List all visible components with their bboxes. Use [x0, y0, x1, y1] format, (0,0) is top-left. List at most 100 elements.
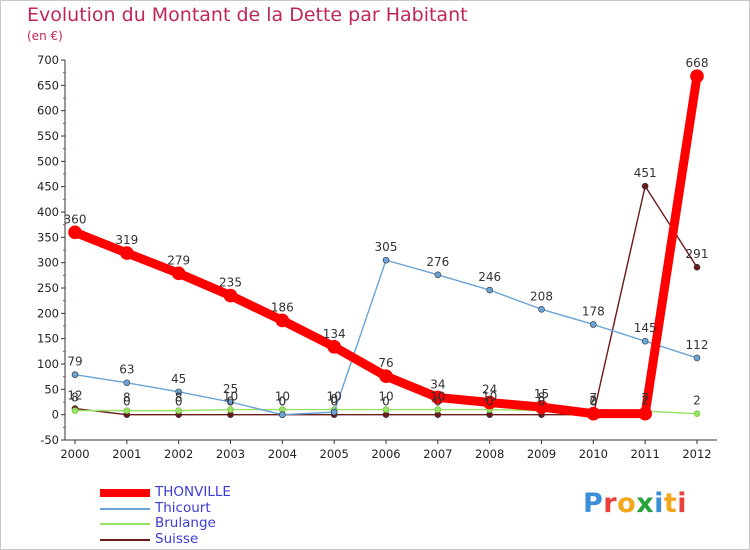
- legend-label: Suisse: [155, 530, 199, 547]
- thonville-point: [120, 246, 134, 260]
- brulange-data-label: 2: [693, 394, 701, 408]
- suisse-data-label: 0: [227, 395, 235, 409]
- x-tick-label: 2000: [60, 447, 89, 461]
- brulange-point: [693, 410, 701, 417]
- x-tick-label: 2007: [423, 447, 452, 461]
- legend-swatch: [100, 538, 150, 541]
- thicourt-point: [693, 354, 701, 362]
- y-tick-label: 600: [37, 104, 59, 118]
- legend-label: THONVILLE: [155, 484, 231, 500]
- thicourt-point: [227, 398, 234, 406]
- logo-letter: i: [677, 488, 688, 519]
- thicourt-point: [434, 271, 442, 279]
- y-tick-label: 700: [37, 53, 59, 67]
- thicourt-point: [71, 371, 79, 378]
- y-tick-label: 200: [37, 306, 59, 320]
- thicourt-data-label: 246: [478, 270, 501, 284]
- thonville-data-label: 76: [378, 356, 393, 370]
- x-tick-label: 2005: [320, 447, 349, 461]
- thonville-point: [482, 395, 497, 410]
- thicourt-data-label: 45: [171, 372, 186, 386]
- logo-letter: t: [663, 488, 678, 519]
- thonville-point: [534, 400, 549, 414]
- chart-subtitle: (en €): [27, 29, 63, 43]
- thonville-data-label: 668: [686, 56, 709, 70]
- thonville-data-label: 319: [115, 233, 138, 247]
- suisse-data-label: 0: [123, 395, 131, 409]
- thonville-point: [68, 225, 82, 240]
- y-tick-label: -50: [40, 433, 59, 447]
- thonville-point: [379, 369, 393, 383]
- brulange-point: [175, 407, 182, 414]
- thicourt-point: [538, 305, 545, 313]
- thonville-point: [638, 406, 652, 421]
- brulange-data-label: 10: [430, 390, 445, 404]
- thonville-data-label: 15: [534, 387, 549, 401]
- thicourt-data-label: 0: [279, 395, 287, 409]
- thicourt-point: [279, 411, 286, 418]
- brulange-data-label: 10: [482, 390, 497, 404]
- brulange-data-label: 8: [71, 391, 79, 405]
- brulange-data-label: 8: [123, 391, 131, 405]
- thicourt-data-label: 0: [330, 392, 338, 406]
- thonville-data-label: 24: [482, 383, 497, 397]
- legend-swatch: [100, 489, 150, 497]
- x-tick-label: 2010: [579, 447, 608, 461]
- x-tick-label: 2011: [631, 447, 660, 461]
- chart-title: Evolution du Montant de la Dette par Hab…: [27, 4, 468, 26]
- x-tick-label: 2012: [682, 447, 711, 461]
- thonville-point: [223, 288, 238, 303]
- brulange-data-label: 10: [223, 390, 238, 404]
- brulange-data-label: 8: [175, 391, 183, 405]
- thicourt-point: [486, 286, 493, 294]
- brulange-point: [123, 407, 131, 414]
- brulange-data-label: 7: [590, 391, 598, 405]
- x-tick-label: 2002: [164, 447, 193, 461]
- thicourt-data-label: 79: [67, 355, 82, 369]
- thicourt-data-label: 145: [634, 321, 657, 335]
- suisse-data-label: 291: [686, 247, 709, 261]
- thonville-point: [327, 339, 341, 354]
- brulange-point: [434, 406, 442, 413]
- thonville-data-label: 2: [590, 394, 598, 408]
- x-tick-label: 2006: [371, 447, 400, 461]
- suisse-data-label: 0: [330, 395, 338, 409]
- thonville-data-label: 2: [641, 394, 649, 408]
- brulange-data-label: 8: [538, 391, 546, 405]
- thonville-point: [586, 406, 601, 421]
- legend-label: Thicourt: [155, 499, 211, 516]
- suisse-data-label: 0: [382, 395, 390, 409]
- suisse-data-label: 0: [279, 395, 287, 409]
- y-tick-label: 450: [37, 180, 59, 194]
- x-tick-label: 2001: [112, 447, 141, 461]
- legend-swatch: [100, 523, 150, 525]
- brulange-data-label: 7: [641, 391, 649, 405]
- y-tick-label: 300: [37, 256, 59, 270]
- suisse-data-label: 12: [67, 389, 82, 403]
- thicourt-data-label: 208: [530, 289, 553, 303]
- suisse-data-label: 0: [486, 395, 494, 409]
- y-tick-label: 650: [37, 78, 59, 92]
- thicourt-point: [590, 321, 597, 328]
- suisse-data-label: 0: [175, 395, 183, 409]
- brulange-point: [382, 406, 390, 413]
- thonville-point: [431, 390, 445, 405]
- suisse-point: [641, 182, 649, 190]
- thonville-data-label: 134: [323, 327, 346, 341]
- logo-letter: i: [654, 488, 664, 519]
- y-tick-label: 350: [37, 230, 59, 244]
- thonville-data-label: 360: [64, 212, 87, 226]
- thicourt-point: [382, 256, 390, 264]
- x-tick-label: 2009: [527, 447, 556, 461]
- y-tick-label: 500: [37, 154, 59, 168]
- thicourt-data-label: 178: [582, 304, 605, 318]
- thonville-data-label: 34: [430, 377, 445, 391]
- legend-label: Brulange: [155, 515, 216, 531]
- brulange-data-label: 10: [275, 390, 290, 404]
- brulange-data-label: 10: [327, 390, 342, 404]
- thicourt-point: [641, 337, 649, 345]
- suisse-data-label: 451: [634, 166, 657, 180]
- thicourt-point: [330, 408, 338, 416]
- proxiti-logo: Proxiti: [583, 488, 687, 519]
